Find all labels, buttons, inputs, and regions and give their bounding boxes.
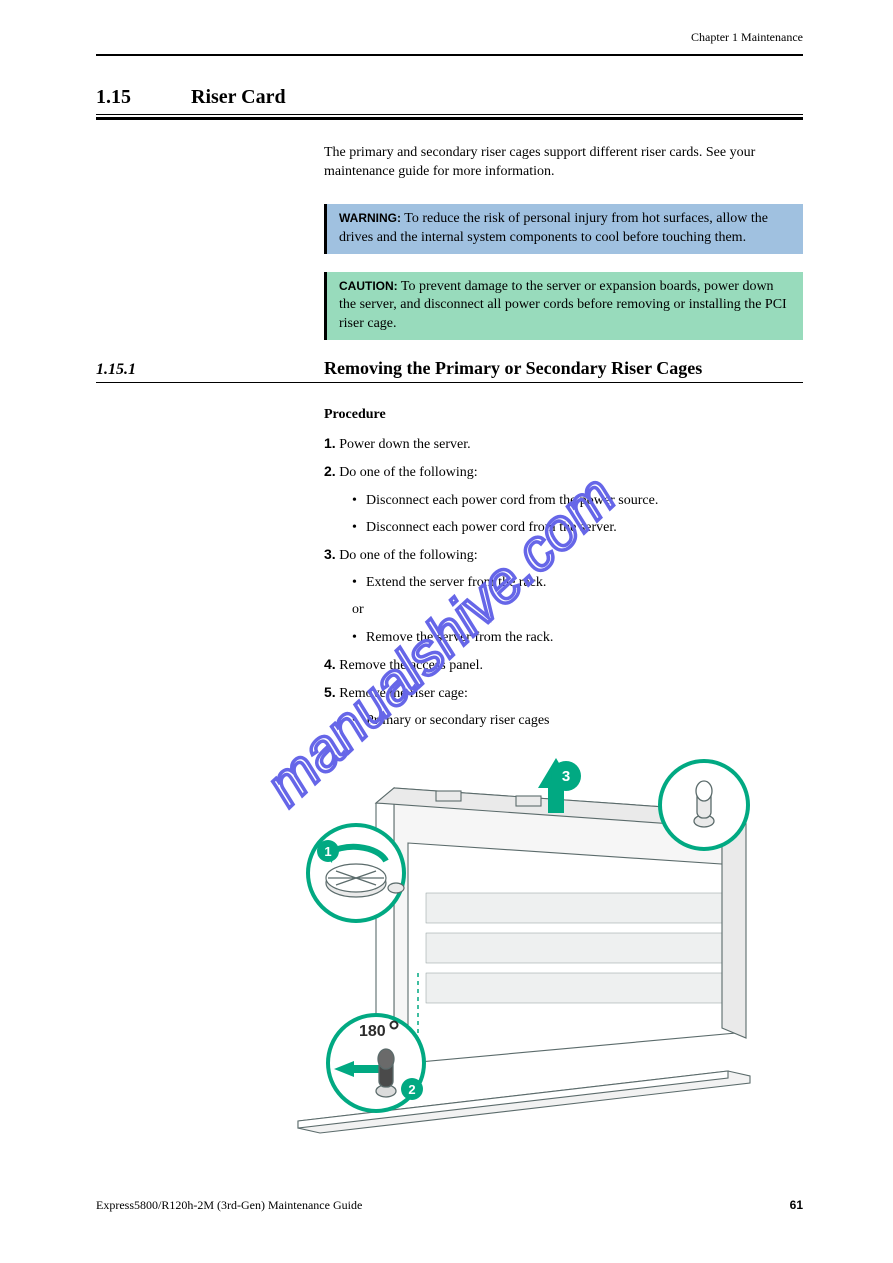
subsection-number: 1.15.1 [96,361,324,379]
step-text: Do one of the following: [339,465,477,480]
substep-item: •Disconnect each power cord from the pow… [352,488,803,513]
substep-item: •Remove the server from the rack. [352,625,803,650]
warning-label: WARNING: [339,211,401,225]
step-num: 2. [324,463,336,479]
step-num: 1. [324,435,336,451]
footer-page-number: 61 [790,1198,803,1213]
substep-text: Extend the server from the rack. [366,575,546,590]
step-text: Remove the riser cage: [339,686,468,701]
section-number: 1.15 [96,86,186,109]
section-rule-heavy [96,117,803,120]
svg-text:180: 180 [359,1023,386,1040]
header-rule [96,54,803,56]
subsection-title: Removing the Primary or Secondary Riser … [324,358,702,379]
substep-or: or [352,597,803,622]
step-text: Remove the access panel. [339,658,483,673]
caution-text: To prevent damage to the server or expan… [339,279,787,332]
step-num: 5. [324,684,336,700]
substep-text: Disconnect each power cord from the powe… [366,493,658,508]
step-item: 3. Do one of the following: [324,542,803,568]
section-title: Riser Card [191,86,286,108]
svg-text:1: 1 [324,844,331,859]
step-num: 4. [324,656,336,672]
substep-item: •Primary or secondary riser cages [352,708,803,733]
svg-text:3: 3 [562,768,570,785]
intro-paragraph: The primary and secondary riser cages su… [324,144,803,182]
steps-list: 1. Power down the server. 2. Do one of t… [324,431,803,733]
page-footer: Express5800/R120h-2M (3rd-Gen) Maintenan… [96,1198,803,1213]
warning-text: To reduce the risk of personal injury fr… [339,211,768,245]
step-text: Do one of the following: [339,548,477,563]
caution-label: CAUTION: [339,279,398,293]
section-heading: 1.15 Riser Card [96,86,803,109]
substep-text: Primary or secondary riser cages [366,713,549,728]
step-item: 5. Remove the riser cage: [324,680,803,706]
substep-text: Disconnect each power cord from the serv… [366,520,617,535]
step-text: Power down the server. [339,437,470,452]
caution-box: CAUTION: To prevent damage to the server… [324,272,803,341]
section-rule-thin [96,114,803,115]
step-num: 3. [324,546,336,562]
svg-text:2: 2 [408,1082,415,1097]
substep-item: •Extend the server from the rack. [352,570,803,595]
procedure-heading: Procedure [324,407,803,423]
step-item: 1. Power down the server. [324,431,803,457]
footer-left: Express5800/R120h-2M (3rd-Gen) Maintenan… [96,1198,362,1213]
riser-cage-figure: 3 [226,743,803,1168]
subsection-row: 1.15.1 Removing the Primary or Secondary… [96,358,803,383]
step-item: 4. Remove the access panel. [324,652,803,678]
step-item: 2. Do one of the following: [324,459,803,485]
page-chapter-title: Chapter 1 Maintenance [96,30,803,45]
substep-item: •Disconnect each power cord from the ser… [352,515,803,540]
substep-text: Remove the server from the rack. [366,630,553,645]
warning-box: WARNING: To reduce the risk of personal … [324,204,803,254]
